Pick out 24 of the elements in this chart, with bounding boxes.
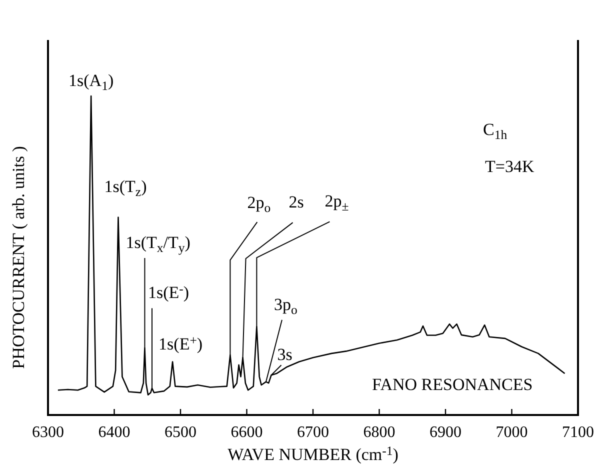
x-tick-label: 7100 (562, 424, 594, 441)
annotation: 1s(T$_{z}$) (104, 177, 147, 200)
annotation: 1s(E$^{-}$) (148, 282, 190, 302)
x-tick-label: 6400 (98, 424, 130, 441)
x-tick-label: 6600 (230, 424, 263, 441)
annotation: C$_{1h}$ (483, 120, 508, 142)
annotation: 2p$_{o}$ (247, 193, 271, 215)
annotation: T=34K (485, 157, 535, 176)
annotation: 2s (288, 192, 304, 212)
x-tick-label: 6900 (430, 424, 462, 441)
annotation: 2p$_{±}$ (324, 192, 349, 214)
x-axis-title: WAVE NUMBER (cm$^{-1}$) (228, 444, 398, 464)
annotation: 1s(A$_{1}$) (68, 71, 114, 93)
x-tick-label: 6700 (297, 424, 329, 441)
x-tick-label: 6500 (164, 424, 196, 441)
annotation: 3p$_{o}$ (274, 294, 298, 317)
annotation: 3s (277, 345, 292, 364)
x-tick-label: 6300 (32, 424, 64, 441)
x-tick-label: 6800 (363, 424, 396, 441)
annotation: 1s(E$^{+}$) (158, 334, 203, 354)
annotation: FANO RESONANCES (372, 375, 533, 394)
x-tick-label: 7000 (496, 424, 528, 441)
y-axis-title: PHOTOCURRENT ( arb. units ) (9, 146, 28, 369)
annotation: 1s(T$_{x}$/T$_{y}$) (126, 233, 190, 255)
